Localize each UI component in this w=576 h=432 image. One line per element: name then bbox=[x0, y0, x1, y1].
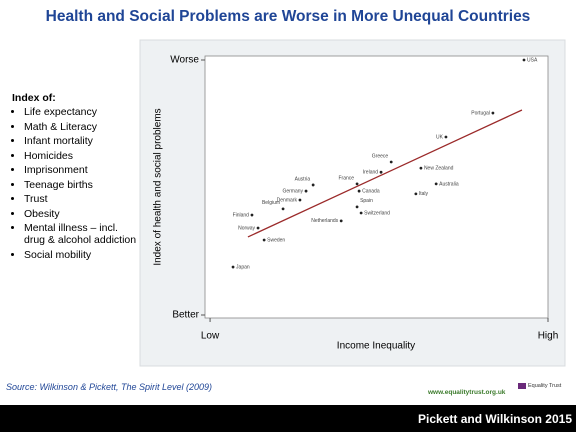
point bbox=[339, 219, 343, 223]
point bbox=[355, 205, 359, 209]
x-axis-title: Income Inequality bbox=[337, 341, 415, 352]
point bbox=[256, 226, 260, 230]
index-item: Obesity bbox=[24, 208, 137, 220]
index-list: Index of: Life expectancy Math & Literacy… bbox=[12, 92, 137, 263]
point bbox=[491, 111, 495, 115]
point-label: Ireland bbox=[363, 170, 379, 176]
point-label: Italy bbox=[419, 191, 429, 197]
point bbox=[298, 198, 302, 202]
logo: Equality Trust bbox=[518, 383, 561, 389]
index-heading: Index of: bbox=[12, 92, 56, 104]
point-label: Spain bbox=[360, 198, 373, 204]
point bbox=[311, 183, 315, 187]
source: Source: Wilkinson & Pickett, The Spirit … bbox=[6, 382, 213, 392]
index-item: Homicides bbox=[24, 150, 137, 162]
slide-title: Health and Social Problems are Worse in … bbox=[45, 8, 531, 25]
point bbox=[250, 213, 254, 217]
point-label: Japan bbox=[236, 264, 250, 270]
point bbox=[355, 182, 359, 186]
point-label: Denmark bbox=[277, 197, 298, 203]
point bbox=[281, 207, 285, 211]
point-label: Greece bbox=[372, 153, 389, 159]
point bbox=[389, 160, 393, 164]
index-item: Mental illness – incl. drug & alcohol ad… bbox=[24, 222, 137, 246]
point-label: Portugal bbox=[471, 110, 490, 116]
point bbox=[304, 189, 308, 193]
point bbox=[357, 189, 361, 193]
point-label: Netherlands bbox=[311, 218, 338, 224]
index-item: Trust bbox=[24, 193, 137, 205]
point bbox=[419, 166, 423, 170]
index-item: Imprisonment bbox=[24, 164, 137, 176]
index-item: Life expectancy bbox=[24, 106, 137, 118]
point-label: Sweden bbox=[267, 237, 285, 243]
point-label: France bbox=[339, 175, 355, 181]
point-label: USA bbox=[527, 57, 538, 63]
y-tick-label: Better bbox=[172, 310, 199, 321]
point-label: Norway bbox=[238, 225, 255, 231]
footer-text: Pickett and Wilkinson 2015 bbox=[418, 412, 572, 426]
footer-bar: Pickett and Wilkinson 2015 bbox=[0, 405, 576, 432]
index-item: Infant mortality bbox=[24, 135, 137, 147]
point-label: Germany bbox=[282, 188, 303, 194]
point-label: Austria bbox=[295, 176, 311, 182]
point bbox=[522, 58, 526, 62]
index-item: Social mobility bbox=[24, 249, 137, 261]
point bbox=[359, 211, 363, 215]
point-label: Belgium bbox=[262, 200, 280, 206]
y-axis-title: Index of health and social problems bbox=[153, 108, 164, 265]
point bbox=[414, 192, 418, 196]
index-item: Teenage births bbox=[24, 179, 137, 191]
index-items: Life expectancy Math & Literacy Infant mor… bbox=[12, 106, 137, 261]
point bbox=[262, 238, 266, 242]
point bbox=[444, 135, 448, 139]
point-label: Finland bbox=[233, 212, 250, 218]
point-label: Switzerland bbox=[364, 210, 390, 216]
point bbox=[231, 265, 235, 269]
point-label: UK bbox=[436, 134, 444, 140]
x-tick-label: Low bbox=[201, 331, 220, 342]
point bbox=[434, 182, 438, 186]
y-tick-label: Worse bbox=[170, 55, 199, 66]
point-label: Australia bbox=[439, 181, 459, 187]
plot-area bbox=[204, 55, 549, 319]
point-label: Canada bbox=[362, 188, 380, 194]
point-label: New Zealand bbox=[424, 165, 454, 171]
index-item: Math & Literacy bbox=[24, 121, 137, 133]
point bbox=[379, 170, 383, 174]
trend-line bbox=[247, 109, 523, 238]
x-tick-label: High bbox=[538, 331, 559, 342]
website: www.equalitytrust.org.uk bbox=[428, 389, 506, 396]
chart: Income Inequality Index of health and so… bbox=[139, 39, 566, 367]
